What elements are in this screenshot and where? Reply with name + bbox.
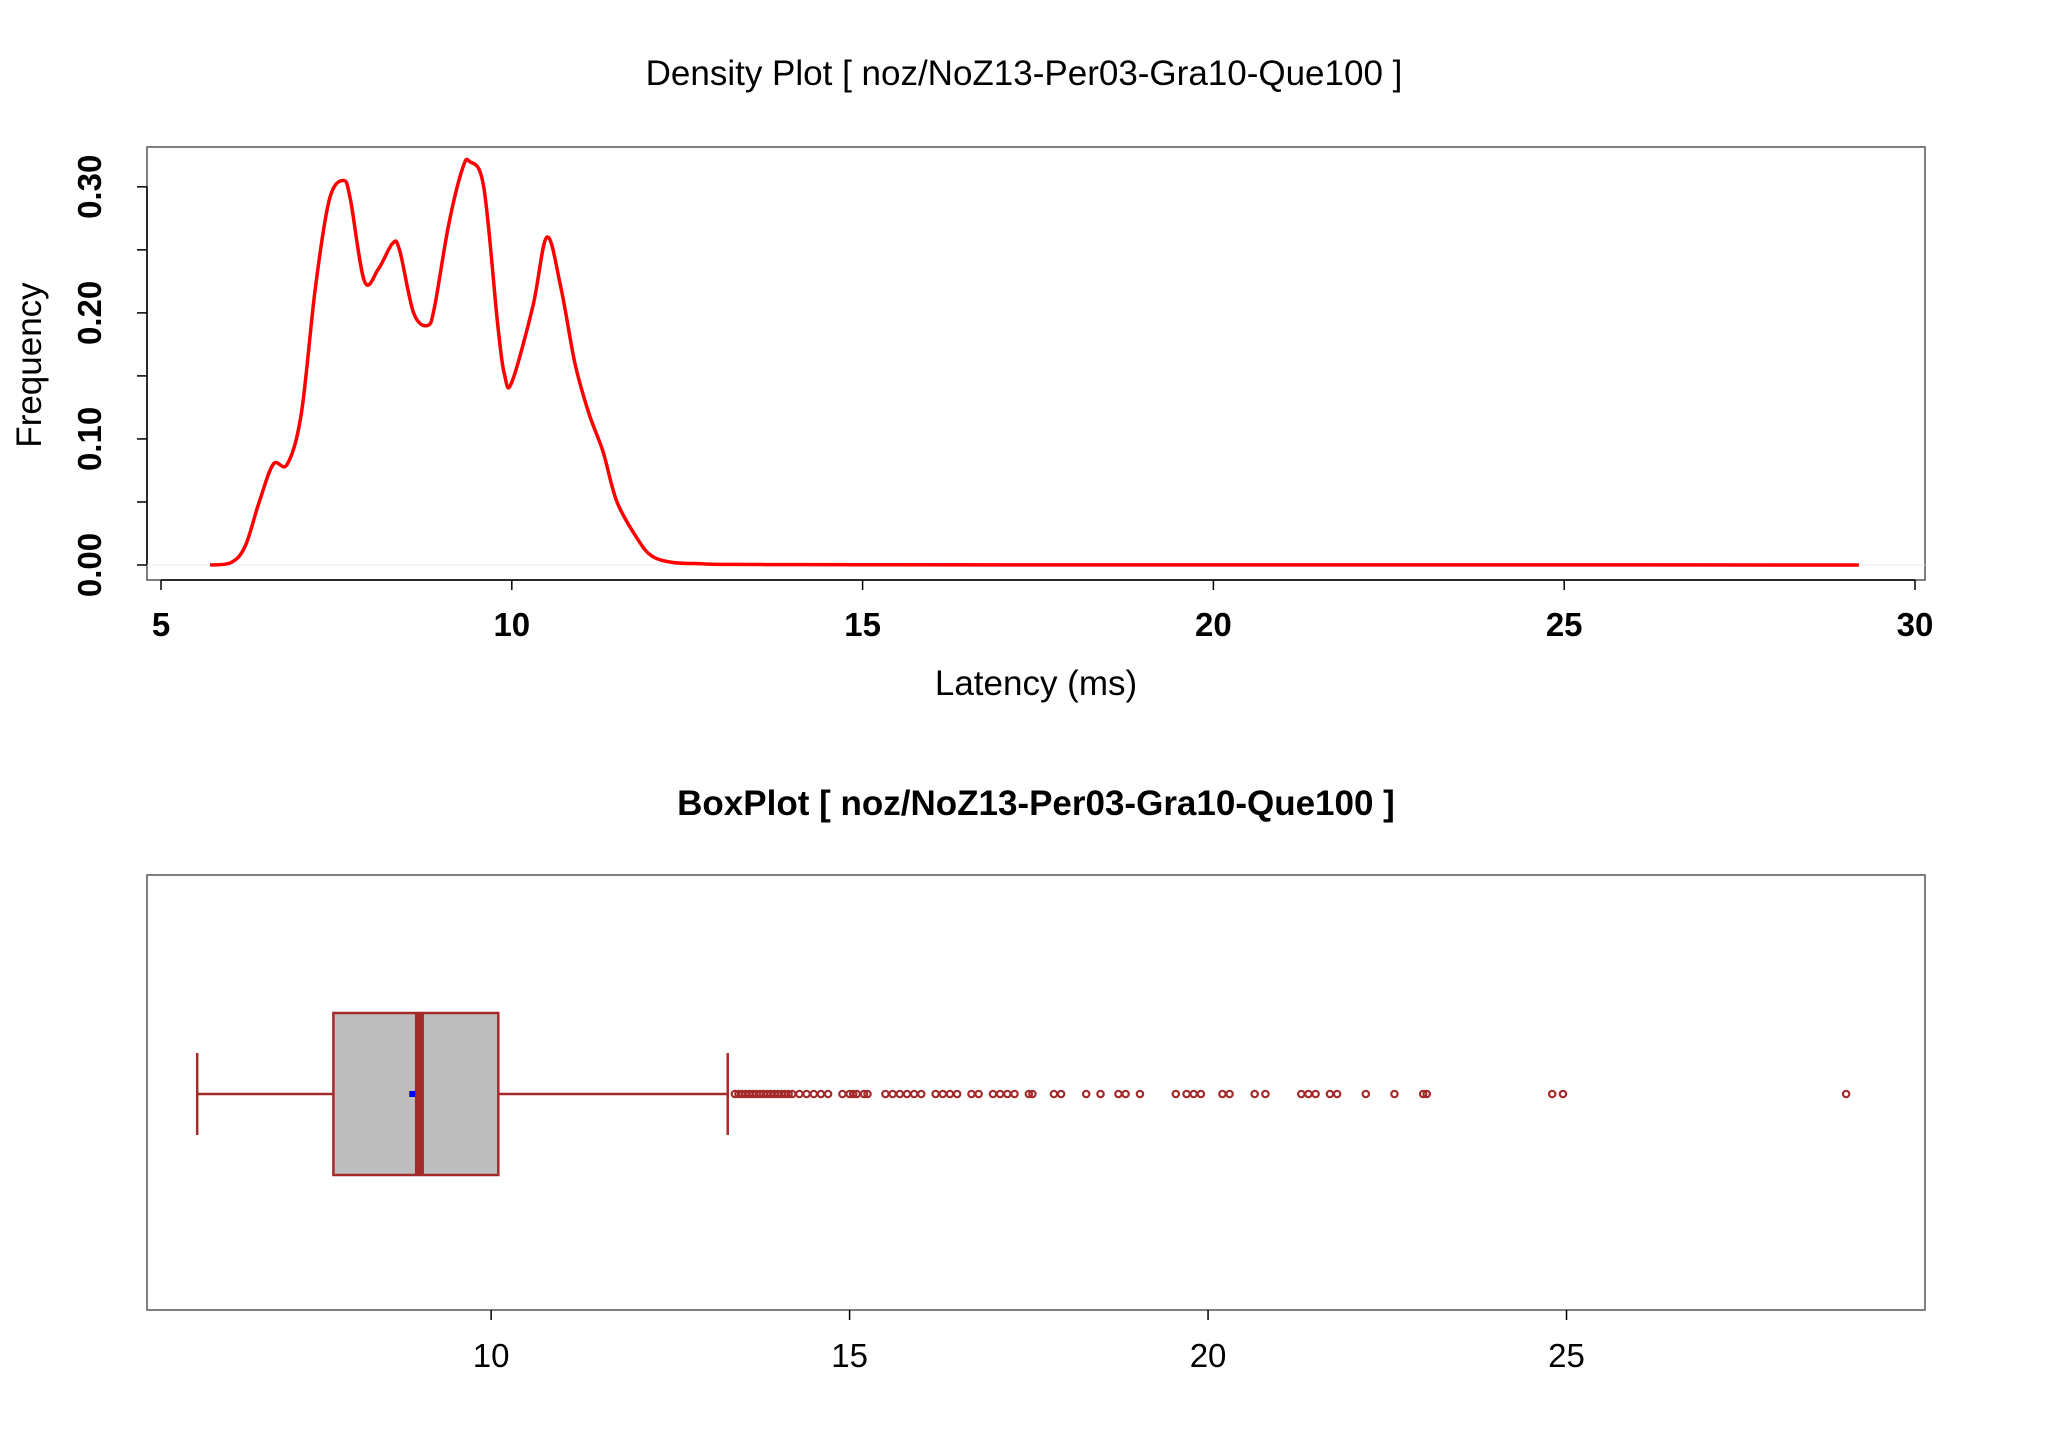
box-outlier-point (1261, 1089, 1270, 1099)
box-x-tick-label: 15 (831, 1337, 868, 1374)
box-mean-marker (409, 1091, 416, 1097)
box-outlier-point (1304, 1089, 1313, 1099)
box-outlier-point (1218, 1089, 1227, 1099)
density-x-tick-label: 20 (1195, 606, 1232, 643)
density-y-tick-label: 0.00 (71, 533, 108, 597)
box-outlier-point (848, 1089, 858, 1099)
box-outlier-point (1332, 1089, 1342, 1099)
box-x-tick-label: 10 (473, 1337, 510, 1374)
box-outlier-point (945, 1089, 955, 1099)
box-outlier-point (1311, 1089, 1320, 1099)
box-outlier-point (1114, 1089, 1123, 1099)
density-x-tick-label: 5 (152, 606, 170, 643)
box-outlier-point (938, 1089, 948, 1099)
box-outlier-point (1096, 1089, 1105, 1099)
box-plot-frame (146, 874, 1926, 1311)
box-outliers (730, 1089, 1851, 1099)
box-plot: BoxPlot [ noz/NoZ13-Per03-Gra10-Que100 ]… (146, 784, 1926, 1374)
box-outlier-point (931, 1089, 940, 1099)
density-plot-frame (146, 146, 1926, 581)
box-plot-title: BoxPlot [ noz/NoZ13-Per03-Gra10-Que100 ] (677, 784, 1395, 823)
box-outlier-point (916, 1089, 926, 1099)
box-outlier-point (1028, 1089, 1037, 1099)
box-outlier-point (1056, 1089, 1066, 1099)
box-outlier-point (1361, 1089, 1371, 1099)
box-outlier-point (1422, 1089, 1432, 1099)
box-outlier-point (1390, 1089, 1399, 1099)
box-outlier-point (863, 1089, 872, 1099)
box-outlier-point (1049, 1089, 1059, 1099)
box-outlier-point (1081, 1089, 1091, 1099)
box-outlier-point (802, 1089, 811, 1099)
box-outlier-point (816, 1089, 826, 1099)
box-outlier-point (1171, 1089, 1181, 1099)
density-x-tick-label: 10 (493, 606, 530, 643)
box-outlier-point (1196, 1089, 1206, 1099)
box-outlier-point (952, 1089, 962, 1099)
density-x-tick-label: 30 (1897, 606, 1934, 643)
box-outlier-point (1182, 1089, 1191, 1099)
box-outlier-point (809, 1089, 819, 1099)
density-y-axis-label: Frequency (10, 282, 49, 448)
box-outlier-point (823, 1089, 833, 1099)
box-outlier-point (988, 1089, 998, 1099)
box-outlier-point (895, 1089, 905, 1099)
box-body (195, 1011, 729, 1177)
box-outlier-point (784, 1089, 793, 1099)
density-x-axis-label: Latency (ms) (935, 664, 1137, 703)
box-outlier-point (1189, 1089, 1199, 1099)
box-outlier-point (1418, 1089, 1428, 1099)
box-outlier-point (902, 1089, 912, 1099)
box-outlier-point (909, 1089, 919, 1099)
box-outlier-point (888, 1089, 897, 1099)
box-outlier-point (974, 1089, 983, 1099)
box-outlier-point (795, 1089, 804, 1099)
box-outlier-point (859, 1089, 869, 1099)
box-outlier-point (1250, 1089, 1259, 1099)
density-x-tick-label: 15 (844, 606, 881, 643)
box-outlier-point (967, 1089, 976, 1099)
box-x-tick-label: 25 (1548, 1337, 1585, 1374)
density-x-tick-label: 25 (1546, 606, 1583, 643)
box-outlier-point (1225, 1089, 1234, 1099)
density-y-ticks: 0.00 0.10 0.20 0.30 (71, 155, 147, 597)
box-outlier-point (1003, 1089, 1012, 1099)
box-x-ticks: 10 15 20 25 (473, 1310, 1585, 1374)
box-outlier-point (881, 1089, 890, 1099)
density-y-tick-label: 0.10 (71, 407, 108, 471)
density-y-tick-label: 0.20 (71, 281, 108, 345)
box-outlier-point (1547, 1089, 1557, 1099)
box-outlier-point (1841, 1089, 1851, 1099)
box-outlier-point (1296, 1089, 1306, 1099)
density-curve (209, 157, 1859, 567)
box-outlier-point (1024, 1089, 1034, 1099)
box-outlier-point (1558, 1089, 1568, 1099)
density-plot-title: Density Plot [ noz/NoZ13-Per03-Gra10-Que… (646, 54, 1403, 93)
box-outlier-point (1325, 1089, 1335, 1099)
box-outlier-point (995, 1089, 1005, 1099)
box-outlier-point (1121, 1089, 1130, 1099)
box-outlier-point (1135, 1089, 1145, 1099)
density-y-tick-label: 0.30 (71, 155, 108, 219)
box-outlier-point (838, 1089, 847, 1099)
density-plot: Density Plot [ noz/NoZ13-Per03-Gra10-Que… (10, 54, 1933, 703)
box-outlier-point (1010, 1089, 1019, 1099)
density-x-ticks: 5 10 15 20 25 30 (152, 580, 1934, 643)
box-x-tick-label: 20 (1190, 1337, 1227, 1374)
